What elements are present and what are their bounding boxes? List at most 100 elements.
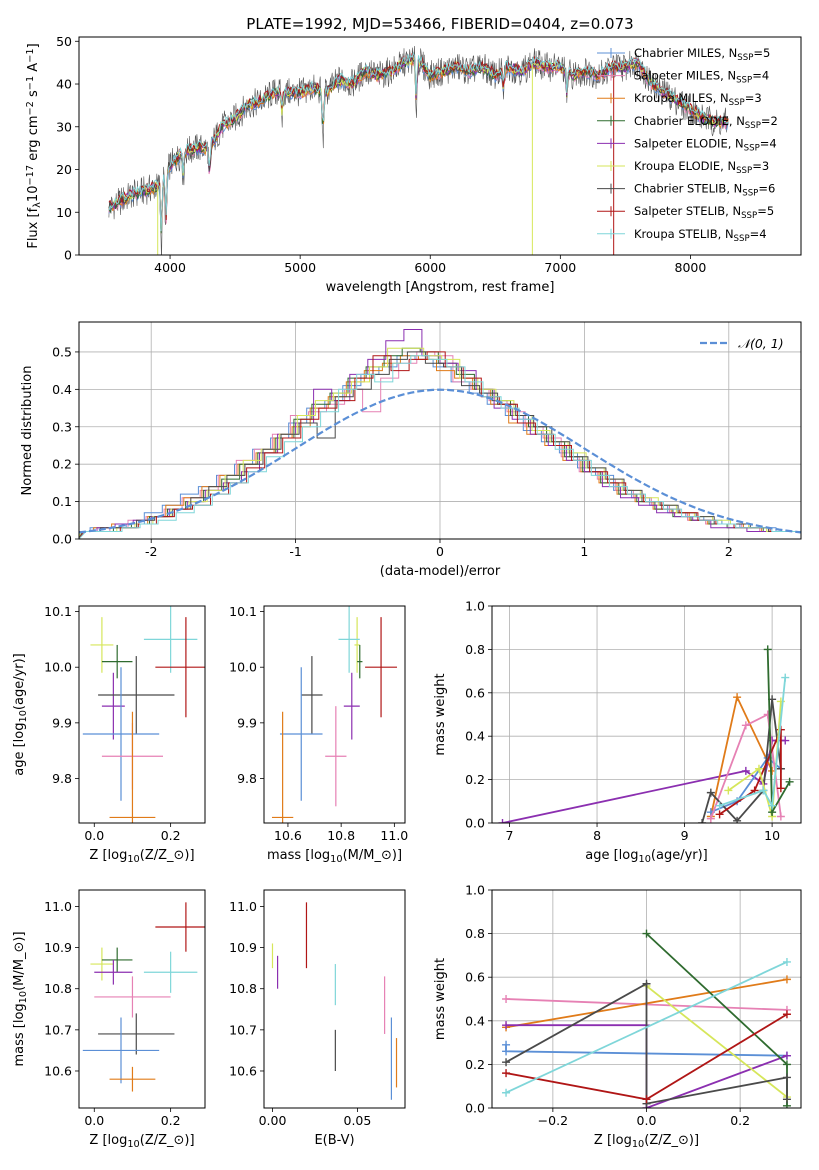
y-axis-label: Normed distribution [20, 366, 35, 496]
y-tick-label: 0 [64, 248, 72, 263]
y-axis-label-part: ] [26, 43, 41, 48]
histogram-salpeter_miles [79, 351, 796, 539]
plot-marks [82, 902, 205, 1092]
y-tick-label: 11.0 [229, 899, 257, 914]
y-tick-label: 10.8 [229, 981, 257, 996]
x-tick-label: −0.2 [538, 1113, 568, 1128]
axes-frame [263, 605, 406, 824]
y-tick-label: 10.1 [44, 604, 72, 619]
weight-marker-salpeter_miles [741, 721, 750, 730]
x-tick-label: 0.2 [161, 1113, 181, 1128]
x-axis-label: (data-model)/error [380, 564, 501, 579]
x-tick-label: 6000 [414, 260, 446, 275]
x-axis-label-part: Z [log [89, 1133, 127, 1148]
legend-n-value: =4 [752, 69, 769, 83]
weight-marker-kroupa_stelib [781, 673, 790, 682]
y-tick-label: 10.7 [44, 1022, 72, 1037]
axes-frame [78, 889, 206, 1109]
legend-n-value: =6 [758, 182, 775, 196]
legend-n-sub: SSP [734, 233, 750, 243]
y-tick-label: 0.4 [52, 382, 72, 397]
y-tick-label: 0.1 [52, 494, 72, 509]
x-tick-label: 0 [436, 544, 444, 559]
legend-label: Chabrier ELODIE, NSSP=2 [634, 114, 778, 131]
legend-n-sub: SSP [736, 166, 752, 176]
y-tick-label: 10.9 [44, 940, 72, 955]
x-tick-label: 5000 [284, 260, 316, 275]
x-tick-label: 11.0 [380, 828, 408, 843]
histogram-chabrier_stelib [79, 351, 801, 539]
model-spectrum-kroupa_stelib [108, 51, 729, 232]
y-axis-label-part: mass weight [433, 958, 448, 1040]
y-tick-label: 0.0 [465, 1101, 485, 1116]
weight-marker-kroupa_miles [782, 975, 791, 984]
weight-marker-salpeter_stelib [502, 1069, 511, 1078]
panel-mass_vs_ebv: 0.00 0.05 10.6 10.7 10.8 10.9 11.0 E(B-V) [229, 889, 406, 1148]
weight-marker-kroupa_stelib [715, 801, 724, 810]
histogram-kroupa_elodie [79, 347, 801, 539]
y-tick-label: 9.8 [237, 771, 257, 786]
panel-age_vs_Z: 0.0 0.29.89.910.010.1Z [log10(Z/Z_⊙)]age … [12, 604, 206, 865]
x-axis-label-part: wavelength [Angstrom, rest frame] [326, 280, 555, 295]
weight-marker-salpeter_elodie [781, 736, 790, 745]
y-axis-label-part: erg cm [26, 115, 41, 164]
legend-label: Salpeter ELODIE, NSSP=4 [634, 136, 777, 153]
y-axis-label-part: −1 [25, 48, 36, 62]
y-tick-label: 9.9 [237, 715, 257, 730]
x-axis-label-subscript: 10 [127, 1139, 139, 1150]
y-axis-label: mass [log10(M/M_⊙)] [12, 931, 29, 1066]
x-axis-label: mass [log10(M/M_⊙)] [267, 848, 402, 865]
y-tick-label: 10.6 [44, 1063, 72, 1078]
axes-frame [491, 889, 802, 1109]
x-tick-label: 0.2 [161, 828, 181, 843]
x-axis-label-subscript: 10 [638, 854, 650, 865]
panel-age_vs_mass: 10.6 10.8 11.0 9.8 9.9 10.0 10.1 mass [log10(M/… [229, 604, 408, 865]
panel-mass_vs_Z: 0.0 0.210.610.710.810.911.0Z [log10(Z/Z_⊙… [12, 889, 206, 1150]
y-tick-label: 10.6 [229, 1063, 257, 1078]
x-axis-label-part: age [log [585, 848, 638, 863]
y-axis-label-part: 10 [26, 186, 41, 203]
weight-marker-kroupa_elodie [724, 786, 733, 795]
x-tick-label: 4000 [154, 260, 186, 275]
legend-n-sub: SSP [744, 143, 760, 153]
y-tick-label: 20 [56, 162, 72, 177]
histogram-kroupa_stelib [79, 355, 801, 539]
weight-marker-salpeter_miles [706, 814, 715, 823]
y-tick-label: 30 [56, 119, 72, 134]
legend-n-value: =4 [750, 227, 767, 241]
x-tick-label: 10.8 [327, 828, 355, 843]
weight-marker-kroupa_stelib [759, 786, 768, 795]
weight-line-chabrier_stelib [505, 982, 788, 1105]
y-axis-label-part: −2 [25, 101, 36, 115]
y-axis-label-part: −1 [25, 76, 36, 90]
x-tick-label: 0.2 [730, 1113, 750, 1128]
x-tick-label: 10 [764, 828, 780, 843]
y-tick-label: 10.1 [229, 604, 257, 619]
legend-label: Kroupa MILES, NSSP=3 [634, 91, 762, 108]
x-tick-label: 10.6 [274, 828, 302, 843]
y-tick-label: 1.0 [465, 599, 485, 614]
legend-model: Chabrier STELIB, [634, 182, 734, 196]
weight-line-salpeter_elodie [502, 739, 786, 823]
legend-label: Kroupa ELODIE, NSSP=3 [634, 159, 769, 176]
plot-marks [79, 329, 801, 539]
y-axis-label-part: s [26, 90, 41, 101]
x-axis-label: wavelength [Angstrom, rest frame] [326, 280, 555, 295]
axes-frame [78, 321, 802, 540]
weight-marker-salpeter_elodie [741, 766, 750, 775]
weight-line-chabrier_stelib [701, 699, 782, 823]
y-axis-label: mass weight [433, 673, 448, 755]
legend-n-sub: SSP [742, 188, 758, 198]
weight-marker-chabrier_elodie [785, 777, 794, 786]
x-axis-label-part: (age/yr)] [651, 848, 708, 863]
y-tick-label: 1.0 [465, 883, 485, 898]
y-axis-label-part: mass [log [12, 1003, 27, 1066]
legend-model: Kroupa ELODIE, [634, 159, 727, 173]
axes-frame [78, 36, 802, 256]
weight-marker-chabrier_stelib [698, 819, 707, 823]
x-axis-label-part: Z [log [594, 1133, 632, 1148]
x-axis-label-part: Z [log [89, 848, 127, 863]
weight-line-salpeter_stelib [719, 729, 782, 816]
legend-n-value: =3 [745, 91, 762, 105]
